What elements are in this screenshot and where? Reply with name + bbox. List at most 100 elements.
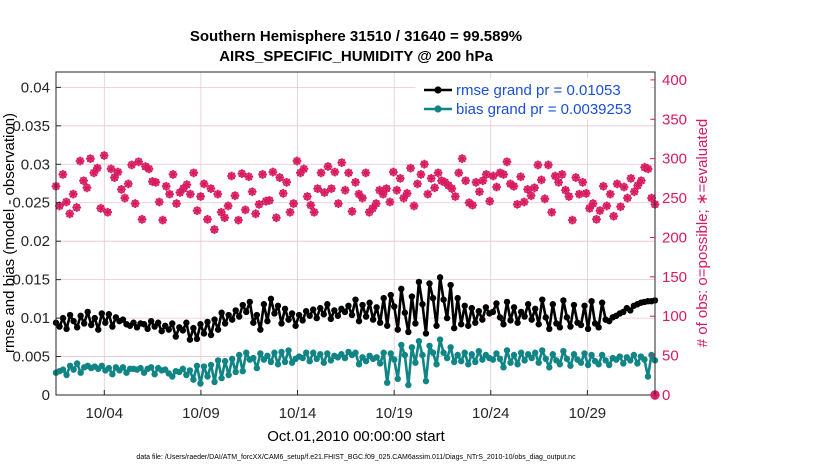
rmse-point <box>271 310 278 317</box>
obs-evaluated-point <box>454 168 464 178</box>
bias-point <box>391 356 398 363</box>
bias-point <box>278 348 285 356</box>
plot-frame <box>55 71 656 396</box>
bias-point <box>232 368 239 376</box>
obs-evaluated-point <box>337 158 347 167</box>
bias-point <box>595 361 602 368</box>
rmse-point <box>542 314 549 321</box>
rmse-point <box>584 325 592 333</box>
bias-point <box>567 362 574 369</box>
rmse-point <box>214 326 222 333</box>
obs-evaluated-point <box>574 189 584 199</box>
obs-evaluated-point <box>633 181 643 190</box>
obs-evaluated-point <box>623 193 632 203</box>
rmse-point <box>567 323 574 330</box>
rmse-point <box>405 328 412 336</box>
obs-evaluated-point <box>55 201 64 211</box>
obs-evaluated-point <box>413 179 422 189</box>
obs-evaluated-point <box>340 185 350 195</box>
rmse-point <box>190 324 197 332</box>
obs-evaluated-point <box>282 177 292 187</box>
rmse-point <box>197 321 204 328</box>
obs-evaluated-point <box>588 199 598 208</box>
rmse-point <box>246 298 253 306</box>
obs-evaluated-point <box>151 177 161 187</box>
obs-evaluated-point <box>137 214 147 224</box>
bias-point <box>415 337 423 345</box>
rmse-point <box>433 322 440 329</box>
rmse-point <box>482 304 490 311</box>
rmse-point <box>59 314 67 322</box>
obs-evaluated-point <box>165 189 175 199</box>
rmse-point <box>267 295 275 303</box>
y2-axis-label: # of obs: o=possible; ∗=evaluated <box>694 119 711 348</box>
obs-evaluated-point <box>299 164 309 174</box>
bias-point <box>207 361 215 369</box>
obs-evaluated-point <box>450 192 460 201</box>
obs-evaluated-point <box>561 185 570 195</box>
x-tick-label: 10/29 <box>569 405 607 422</box>
rmse-point <box>236 313 243 320</box>
series-bias <box>52 336 659 389</box>
rmse-point <box>295 311 303 319</box>
bias-point <box>253 364 261 372</box>
obs-evaluated-point <box>471 177 481 187</box>
rmse-point <box>250 319 257 326</box>
bias-point <box>419 351 426 359</box>
obs-evaluated-point <box>168 170 178 179</box>
obs-evaluated-point <box>609 211 619 221</box>
obs-evaluated-point <box>399 193 409 203</box>
bias-point <box>429 349 437 356</box>
obs-evaluated-point <box>612 179 622 189</box>
bias-point <box>200 363 208 370</box>
bias-point <box>546 364 553 371</box>
rmse-point <box>317 304 324 312</box>
bias-point <box>398 341 405 349</box>
obs-evaluated-point <box>536 175 546 185</box>
rmse-point <box>95 326 102 333</box>
bias-point <box>274 361 282 368</box>
rmse-point <box>355 317 363 325</box>
obs-evaluated-point <box>110 173 119 182</box>
obs-evaluated-point <box>581 188 591 198</box>
bias-point <box>479 356 486 363</box>
y-tick-label: 0.025 <box>12 195 50 212</box>
y-axis-ticks: 0 0.005 0.01 0.015 0.02 0.025 0.03 0.035 0.04 <box>12 79 61 404</box>
bias-point <box>521 357 528 364</box>
rmse-point <box>253 311 261 319</box>
rmse-point <box>412 320 419 327</box>
rmse-point <box>376 319 384 326</box>
obs-evaluated-point <box>433 168 443 178</box>
obs-evaluated-point <box>333 199 343 208</box>
rmse-point <box>119 316 127 323</box>
obs-evaluated-point <box>123 179 133 189</box>
rmse-point <box>200 330 208 337</box>
obs-evaluated-point <box>216 207 226 217</box>
y2-tick-label: 0 <box>662 387 670 404</box>
obs-evaluated-point <box>364 207 374 217</box>
rmse-point <box>243 308 250 316</box>
bias-point <box>412 359 419 366</box>
rmse-point <box>341 308 349 316</box>
rmse-point <box>517 308 525 316</box>
obs-evaluated-point <box>402 188 412 198</box>
rmse-point <box>211 316 218 323</box>
rmse-point <box>535 321 542 328</box>
x-axis-label: Oct.01,2010 00:00:00 start <box>267 428 445 445</box>
bias-point <box>63 371 70 379</box>
bias-point <box>310 349 317 356</box>
bias-point <box>426 342 433 349</box>
y2-tick-label: 100 <box>662 308 687 325</box>
bias-point <box>475 347 483 355</box>
bias-point <box>454 351 461 359</box>
rmse-point <box>359 301 366 309</box>
footer-datafile: data file: /Users/raeder/DAI/ATM_forcXX/… <box>136 454 576 461</box>
rmse-point <box>144 325 151 333</box>
obs-evaluated-point <box>247 187 257 197</box>
legend-box <box>415 78 651 120</box>
rmse-point <box>348 311 356 319</box>
obs-evaluated-point <box>567 215 577 225</box>
bias-point <box>630 351 638 359</box>
bias-point <box>447 344 454 351</box>
bias-point <box>514 361 521 368</box>
